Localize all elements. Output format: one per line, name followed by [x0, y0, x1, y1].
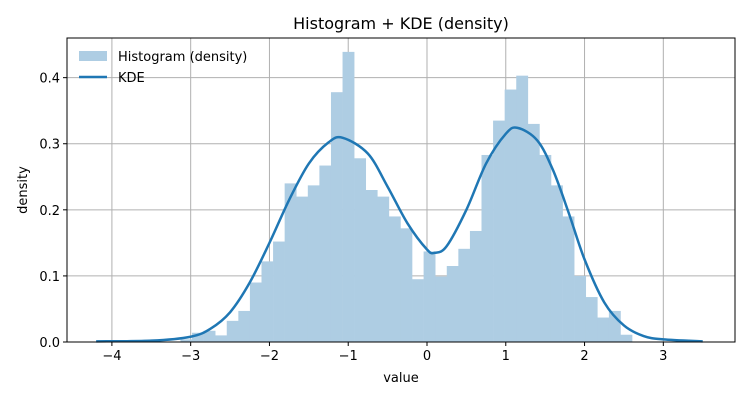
- histogram-bar: [284, 183, 297, 342]
- x-tick-label: 2: [580, 349, 588, 364]
- y-axis-label: density: [16, 166, 31, 214]
- histogram-bar: [400, 228, 413, 342]
- histogram-bar: [620, 334, 633, 342]
- histogram-bar: [180, 339, 193, 342]
- histogram-bar: [516, 75, 529, 343]
- histogram-bar: [273, 241, 285, 342]
- histogram-bar: [493, 120, 505, 342]
- histogram-bar: [249, 282, 262, 342]
- histogram-bar: [527, 123, 540, 342]
- histogram-bar: [562, 216, 575, 342]
- histogram-bar: [469, 230, 482, 342]
- histogram-bar: [446, 266, 459, 342]
- y-axis-ticks: 0.0 0.1 0.2 0.3 0.4: [39, 72, 67, 351]
- histogram-bar: [539, 154, 552, 342]
- histogram-bar: [319, 165, 332, 342]
- plot-frame: [66, 37, 736, 343]
- legend-swatch-histogram: [79, 51, 107, 61]
- histogram-bar: [238, 310, 251, 342]
- chart-title: Histogram + KDE (density): [293, 14, 509, 33]
- histogram-bar: [307, 185, 320, 342]
- histogram-bar: [365, 190, 378, 342]
- y-tick-label: 0.1: [39, 270, 60, 285]
- x-tick-label: 1: [502, 349, 510, 364]
- x-tick-label: 3: [659, 349, 667, 364]
- kde-line: [96, 126, 703, 343]
- histogram-bar: [330, 92, 343, 342]
- histogram-bar: [354, 158, 367, 342]
- histogram-bar: [574, 275, 587, 342]
- histogram-bar: [597, 317, 610, 342]
- x-tick-label: 0: [423, 349, 431, 364]
- x-tick-label: −1: [339, 349, 358, 364]
- histogram-bar: [377, 196, 390, 342]
- x-tick-label: −4: [102, 349, 121, 364]
- histogram-bar: [423, 251, 436, 342]
- histogram-bar: [296, 196, 309, 342]
- histogram-bar: [226, 320, 239, 342]
- histogram-bar: [585, 297, 598, 342]
- legend: Histogram (density) KDE: [79, 50, 247, 86]
- histogram-bar: [608, 310, 621, 342]
- histogram-bar: [504, 89, 517, 343]
- legend-label-kde: KDE: [118, 71, 145, 86]
- x-tick-label: −2: [260, 349, 279, 364]
- x-axis-label: value: [383, 371, 419, 386]
- histogram-bar: [458, 248, 471, 342]
- histogram-bar: [550, 185, 563, 342]
- histogram-bar: [412, 279, 424, 342]
- histogram-bar: [342, 51, 355, 342]
- histogram-bar: [203, 330, 216, 342]
- y-tick-label: 0.4: [39, 72, 60, 87]
- histogram-bar: [481, 154, 494, 342]
- x-axis-ticks: −4 −3 −2 −1 0 1 2 3: [102, 342, 667, 364]
- histogram-bar: [192, 332, 204, 342]
- y-tick-label: 0.0: [39, 336, 60, 351]
- histogram-bar: [261, 261, 274, 342]
- histogram-bars: [180, 51, 633, 343]
- x-tick-label: −3: [181, 349, 200, 364]
- y-tick-label: 0.3: [39, 138, 60, 153]
- histogram-bar: [388, 216, 401, 342]
- histogram-bar: [435, 276, 448, 342]
- legend-label-histogram: Histogram (density): [118, 50, 247, 65]
- histogram-bar: [215, 335, 228, 342]
- y-tick-label: 0.2: [39, 204, 60, 219]
